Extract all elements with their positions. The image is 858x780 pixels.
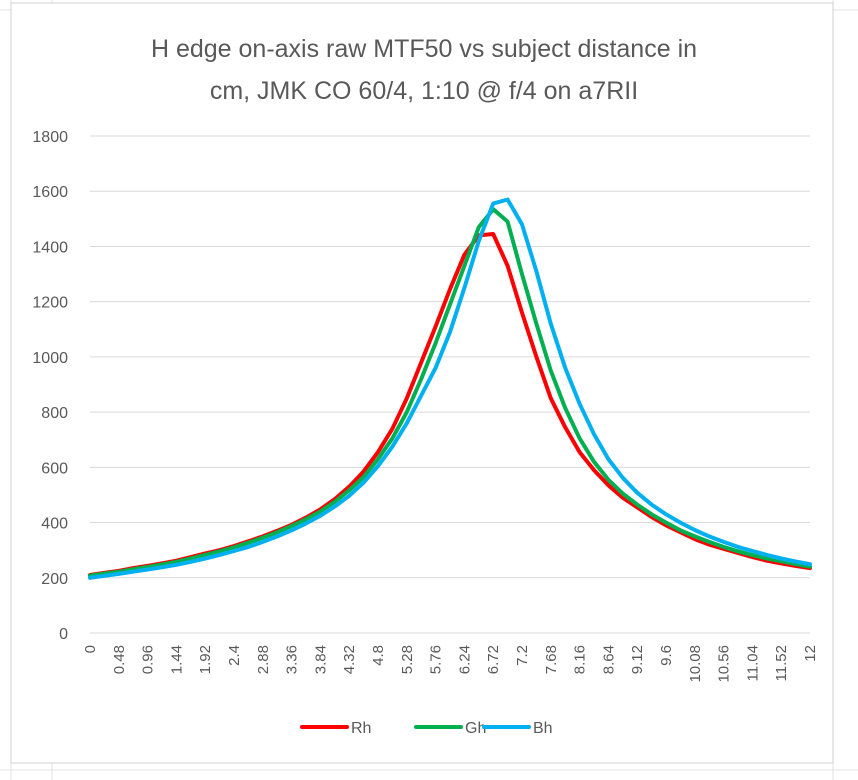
series-line-gh: [88, 207, 812, 578]
series-lines: [88, 197, 812, 580]
chart-title-line-2: cm, JMK CO 60/4, 1:10 @ f/4 on a7RII: [210, 77, 638, 105]
x-tick-label: 11.04: [744, 645, 761, 681]
x-tick-label: 11.52: [773, 645, 790, 681]
legend: Rh Gh Bh: [300, 720, 553, 737]
x-tick-label: 7.2: [514, 645, 531, 666]
y-tick-label: 1400: [32, 239, 68, 256]
legend-label-rh: Rh: [351, 720, 371, 737]
y-tick-label: 800: [41, 405, 68, 422]
legend-label-bh: Bh: [533, 720, 553, 737]
x-tick-label: 12: [802, 645, 819, 662]
x-tick-label: 0.96: [140, 645, 157, 674]
x-tick-label: 9.6: [658, 645, 675, 666]
series-line-bh: [88, 197, 812, 580]
x-axis-ticks: 0 0.48 0.96 1.44 1.92 2.4 2.88 3.36 3.84 4.32 4.8 5…: [82, 645, 819, 683]
y-axis-ticks: 0 200 400 600 800 1000 1200 1400 1600 1800: [32, 129, 68, 643]
chart-title-line-1: H edge on-axis raw MTF50 vs subject dist…: [151, 35, 697, 63]
x-tick-label: 2.4: [226, 645, 243, 666]
x-tick-label: 4.8: [370, 645, 387, 666]
x-tick-label: 3.36: [284, 645, 301, 674]
x-tick-label: 6.72: [485, 645, 502, 674]
x-tick-label: 6.24: [456, 645, 473, 674]
x-tick-label: 9.12: [629, 645, 646, 674]
y-tick-label: 1800: [32, 129, 68, 146]
x-tick-label: 0.48: [111, 645, 128, 674]
x-tick-label: 5.76: [428, 645, 445, 674]
x-tick-label: 7.68: [543, 645, 560, 674]
chart-frame: [10, 2, 834, 764]
x-tick-label: 8.16: [572, 645, 589, 674]
x-tick-label: 1.44: [168, 645, 185, 674]
x-tick-label: 10.56: [716, 645, 733, 683]
y-tick-label: 0: [59, 626, 68, 643]
y-tick-label: 1200: [32, 295, 68, 312]
y-tick-label: 600: [41, 460, 68, 477]
y-tick-label: 1000: [32, 350, 68, 367]
x-tick-label: 1.92: [197, 645, 214, 674]
x-tick-label: 2.88: [255, 645, 272, 674]
x-tick-label: 10.08: [687, 645, 704, 683]
legend-label-gh: Gh: [465, 720, 486, 737]
x-tick-label: 4.32: [341, 645, 358, 674]
x-tick-label: 3.84: [312, 645, 329, 674]
y-tick-label: 400: [41, 516, 68, 533]
x-tick-label: 8.64: [600, 645, 617, 674]
x-tick-label: 0: [82, 645, 99, 653]
x-tick-label: 5.28: [399, 645, 416, 674]
y-tick-label: 1600: [32, 184, 68, 201]
horizontal-gridlines: [90, 135, 810, 634]
y-tick-label: 200: [41, 571, 68, 588]
